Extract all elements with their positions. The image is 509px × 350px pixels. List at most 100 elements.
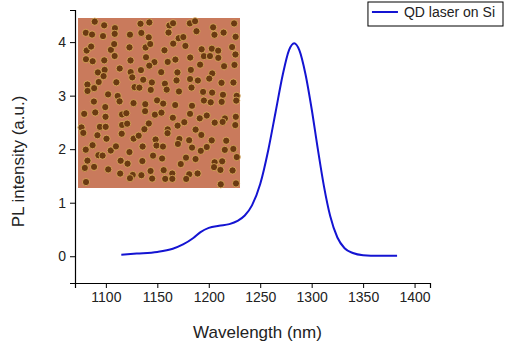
inset-dot [126, 44, 133, 51]
inset-dot [208, 137, 215, 144]
inset-dot [139, 157, 146, 164]
inset-dot [198, 131, 205, 138]
x-tick-label: 1150 [143, 289, 173, 305]
x-axis-line [76, 284, 431, 289]
inset-dot [186, 110, 193, 117]
inset-dot [172, 56, 179, 63]
inset-dot [188, 102, 195, 109]
inset-dot [113, 79, 120, 86]
x-tick: 1200 [194, 283, 225, 305]
inset-dot [101, 57, 108, 64]
inset-dot [137, 67, 144, 74]
inset-dot [169, 114, 176, 121]
inset-dot [232, 180, 239, 187]
inset-dot [147, 40, 154, 47]
y-tick-label: 3 [58, 88, 66, 104]
inset-dot [103, 135, 110, 142]
inset-dot [218, 98, 225, 105]
inset-dot [102, 113, 109, 120]
inset-dot [105, 166, 112, 173]
inset-dot [217, 166, 224, 173]
inset-dot [124, 120, 131, 127]
inset-dot [203, 112, 210, 119]
inset-dot [164, 130, 171, 137]
y-tick: 3 [58, 88, 75, 104]
inset-dot [215, 47, 222, 54]
inset-dot [165, 29, 172, 36]
inset-dot [219, 158, 226, 165]
y-tick-mark [70, 149, 75, 150]
inset-dot [158, 155, 165, 162]
inset-dot [151, 111, 158, 118]
inset-dot [192, 126, 199, 133]
legend-swatch [372, 11, 398, 13]
y-tick-label: 4 [58, 34, 66, 50]
inset-dot [116, 98, 123, 105]
inset-dot [147, 86, 154, 93]
inset-dot [80, 129, 87, 136]
y-tick-label: 2 [58, 141, 66, 157]
y-axis-line [70, 11, 76, 284]
inset-dot [169, 175, 176, 182]
legend-label: QD laser on Si [404, 4, 495, 20]
inset-dot [191, 18, 198, 25]
inset-dot [188, 84, 195, 91]
inset-dot [163, 86, 170, 93]
inset-dot [126, 31, 133, 38]
inset-dot [145, 120, 152, 127]
line [121, 43, 397, 256]
inset-dot [112, 143, 119, 150]
inset-dot [123, 110, 130, 117]
y-tick: 2 [58, 141, 75, 157]
x-axis-title: Wavelength (nm) [193, 323, 322, 342]
inset-dot [210, 24, 217, 31]
inset-dot [173, 77, 180, 84]
inset-dot [116, 65, 123, 72]
inset-dot [146, 19, 153, 26]
legend-box [368, 2, 503, 26]
x-tick-mark [157, 283, 158, 288]
inset-dot [192, 155, 199, 162]
inset-dot [186, 75, 193, 82]
inset-dot [81, 164, 88, 171]
inset-dot [229, 167, 236, 174]
inset-dot [126, 175, 133, 182]
inset-dot [230, 145, 237, 152]
inset-dot [198, 46, 205, 53]
inset-dot [220, 29, 227, 36]
inset-dot [117, 170, 124, 177]
x-tick-mark [415, 283, 416, 288]
inset-dot [82, 178, 89, 185]
inset-dot [147, 167, 154, 174]
y-axis-title: PL intensity (a.u.) [9, 96, 28, 228]
inset-dot [177, 160, 184, 167]
inset-dot [89, 58, 96, 65]
x-tick-mark [209, 283, 210, 288]
x-tick-label: 1100 [91, 289, 121, 305]
inset-dot [135, 132, 142, 139]
inset-dot [146, 62, 153, 69]
x-tick: 1150 [143, 283, 173, 305]
inset-dot [232, 51, 239, 58]
inset-dot [138, 172, 145, 179]
inset-dot [88, 31, 95, 38]
inset-background [78, 18, 240, 188]
inset-dot [170, 40, 177, 47]
inset-dot [130, 100, 137, 107]
inset-dot [138, 29, 145, 36]
inset-dot [161, 47, 168, 54]
inset-dot [101, 22, 108, 29]
inset-dot [218, 79, 225, 86]
x-tick-mark [106, 283, 107, 288]
inset-dot [100, 73, 107, 80]
inset-dot [90, 163, 97, 170]
inset-dot [153, 142, 160, 149]
plot-area [121, 43, 397, 256]
inset-dot [139, 143, 146, 150]
inset-dot [211, 31, 218, 38]
inset-dot [82, 56, 89, 63]
x-tick: 1100 [91, 283, 121, 305]
inset-dot [220, 63, 227, 70]
inset-dot [182, 154, 189, 161]
inset-dot [207, 99, 214, 106]
